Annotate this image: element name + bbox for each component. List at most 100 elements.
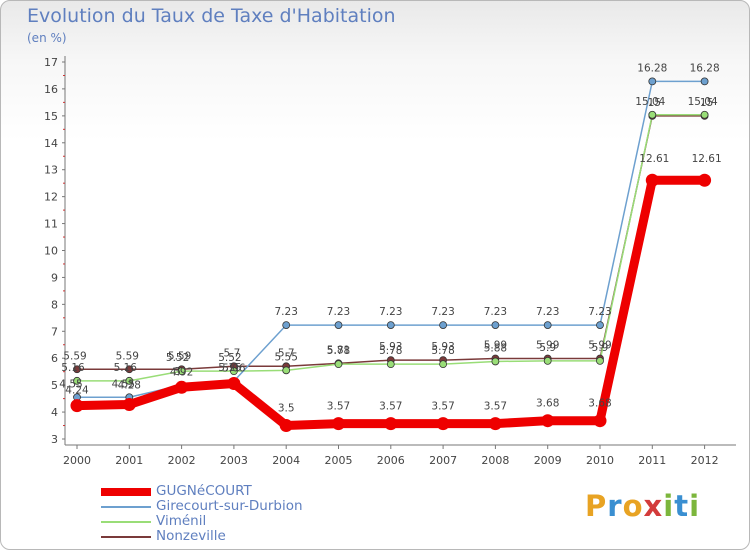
- data-label: 5.16: [61, 362, 85, 374]
- data-point: [384, 417, 398, 431]
- data-label: 5.93: [431, 341, 454, 353]
- data-label: 4.92: [170, 366, 193, 378]
- logo-letter: r: [607, 489, 623, 523]
- x-tick-label: 2012: [691, 454, 719, 467]
- data-point: [175, 380, 189, 394]
- data-label: 4.55: [59, 378, 82, 390]
- logo-letter: i: [663, 489, 675, 523]
- x-tick-label: 2008: [481, 454, 509, 467]
- y-tick-label: 5: [51, 379, 58, 392]
- data-point: [700, 110, 709, 119]
- data-point: [334, 321, 343, 329]
- legend-label: GUGNéCOURT: [156, 483, 252, 499]
- legend-swatch: [101, 488, 151, 496]
- data-label: 12.61: [639, 153, 669, 165]
- axes: 3 4 5 6 7 8 9 10 11 12 13 14 15 16 17 2000 2001 2002 2003 2…: [44, 56, 736, 467]
- data-point: [645, 173, 659, 187]
- data-point: [125, 365, 134, 374]
- legend-label: Nonzeville: [156, 528, 226, 544]
- x-tick-label: 2004: [272, 454, 300, 467]
- data-label: 5.52: [166, 352, 189, 364]
- data-point: [698, 173, 712, 187]
- x-tick-label: 2001: [115, 454, 143, 467]
- x-tick-label: 2002: [168, 454, 196, 467]
- y-tick-label: 16: [44, 83, 58, 96]
- legend-label: Girecourt-sur-Durbion: [156, 498, 303, 514]
- data-label: 5.06: [222, 363, 246, 375]
- data-point: [596, 321, 604, 329]
- x-tick-label: 2003: [220, 454, 248, 467]
- data-label: 4.28: [118, 380, 141, 392]
- data-point: [386, 360, 395, 369]
- data-label: 3.57: [484, 401, 507, 413]
- y-tick-label: 13: [44, 164, 58, 177]
- data-label: 7.23: [484, 306, 507, 318]
- data-label: 15: [648, 97, 661, 109]
- data-label: 5.7: [278, 347, 295, 359]
- data-label: 3.57: [431, 401, 454, 413]
- data-label: 7.23: [275, 306, 298, 318]
- legend-swatch: [101, 536, 151, 538]
- y-tick-label: 12: [44, 191, 58, 204]
- data-point: [648, 110, 657, 119]
- data-label: 5.99: [536, 339, 559, 351]
- data-label: 15.04: [635, 96, 665, 108]
- y-tick-label: 3: [51, 433, 58, 446]
- data-label: 5.78: [431, 345, 454, 357]
- data-point: [593, 414, 607, 428]
- data-point: [229, 367, 238, 376]
- data-point: [227, 377, 241, 391]
- y-tick-label: 8: [51, 298, 58, 311]
- data-label: 3.68: [588, 398, 611, 410]
- x-tick-label: 2000: [63, 454, 91, 467]
- y-tick-label: 15: [44, 110, 58, 123]
- logo-letter: i: [689, 489, 701, 523]
- data-label: 7.23: [536, 306, 559, 318]
- logo-letter: x: [643, 489, 664, 523]
- data-label: 15.04: [688, 96, 718, 108]
- data-label: 5.55: [275, 351, 298, 363]
- legend-swatch: [101, 506, 151, 508]
- data-point: [596, 357, 604, 365]
- data-label: 12.61: [692, 153, 722, 165]
- data-label: 3.68: [536, 398, 559, 410]
- chart-title: Evolution du Taux de Taxe d'Habitation: [27, 5, 396, 27]
- x-tick-label: 2007: [429, 454, 457, 467]
- data-label: 5.59: [116, 350, 139, 362]
- data-point: [488, 417, 502, 431]
- data-point: [282, 366, 291, 375]
- data-label: 5.59: [63, 350, 86, 362]
- data-label: 16.28: [637, 62, 667, 74]
- y-tick-label: 9: [51, 271, 58, 284]
- x-tick-label: 2011: [638, 454, 666, 467]
- data-point: [332, 417, 345, 431]
- data-point: [73, 365, 81, 374]
- y-tick-label: 11: [44, 218, 58, 231]
- data-label: 15: [700, 97, 713, 109]
- y-tick-label: 14: [44, 137, 58, 150]
- data-label: 5.52: [218, 352, 241, 364]
- series-points: [70, 77, 712, 433]
- data-point: [436, 417, 450, 431]
- data-label: 5.78: [327, 345, 350, 357]
- data-label: 5.88: [484, 342, 507, 354]
- data-label: 5.9: [592, 342, 609, 354]
- data-point: [543, 321, 552, 329]
- data-point: [543, 357, 552, 365]
- data-point: [282, 321, 291, 329]
- data-label: 3.57: [327, 401, 350, 413]
- y-tick-label: 7: [51, 325, 58, 338]
- y-tick-label: 4: [51, 406, 58, 419]
- data-point: [125, 376, 134, 385]
- data-point: [439, 360, 448, 369]
- y-tick-label: 10: [44, 245, 58, 258]
- data-label: 5.99: [484, 339, 507, 351]
- data-label: 5.15: [218, 362, 241, 374]
- data-label: 5.9: [539, 342, 556, 354]
- chart-subtitle: (en %): [27, 31, 67, 45]
- data-point: [334, 360, 343, 369]
- data-label: 5.7: [224, 347, 241, 359]
- data-point: [122, 398, 136, 412]
